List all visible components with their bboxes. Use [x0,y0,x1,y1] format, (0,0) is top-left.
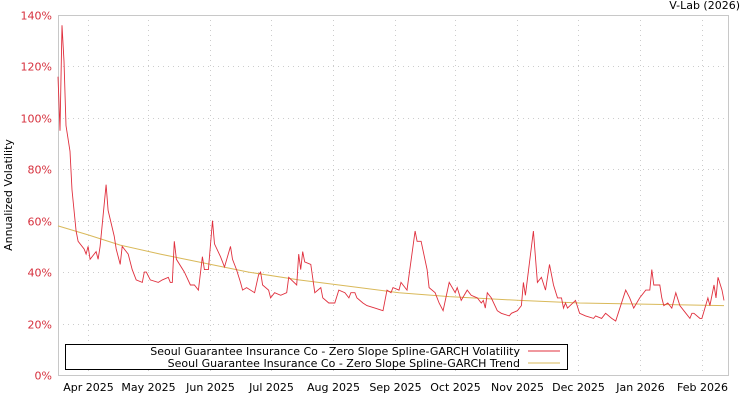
x-tick-label: Jan 2026 [615,381,664,394]
y-tick-label: 120% [21,61,52,74]
credit-label: V-Lab (2026) [669,0,740,12]
y-axis: 0% 20% 40% 60% 80% 100% 120% 140% [21,10,52,383]
x-tick-label: Jul 2025 [248,381,294,394]
series-lines [57,25,725,322]
x-tick-label: Feb 2026 [677,381,728,394]
x-tick-label: May 2025 [121,381,175,394]
x-tick-label: Aug 2025 [307,381,360,394]
y-tick-label: 80% [28,164,52,177]
legend-label-volatility: Seoul Guarantee Insurance Co - Zero Slop… [150,345,520,358]
plot-frame [58,15,729,376]
legend-box [65,344,568,370]
x-tick-label: Nov 2025 [491,381,544,394]
legend-label-trend: Seoul Guarantee Insurance Co - Zero Slop… [168,357,520,370]
y-tick-label: 0% [35,370,52,383]
x-tick-label: Sep 2025 [369,381,421,394]
y-axis-label: Annualized Volatility [2,139,15,251]
x-tick-label: Oct 2025 [430,381,481,394]
y-tick-label: 20% [28,319,52,332]
legend: Seoul Guarantee Insurance Co - Zero Slop… [65,344,568,370]
y-tick-label: 60% [28,216,52,229]
x-tick-label: Apr 2025 [63,381,114,394]
x-tick-label: Dec 2025 [552,381,605,394]
grid-lines [58,15,728,375]
volatility-line [57,25,725,322]
y-tick-label: 140% [21,10,52,23]
y-tick-label: 40% [28,267,52,280]
y-tick-label: 100% [21,113,52,126]
x-tick-label: Jun 2025 [185,381,235,394]
x-axis: Apr 2025 May 2025 Jun 2025 Jul 2025 Aug 2025… [63,381,728,394]
trend-line [57,225,725,307]
